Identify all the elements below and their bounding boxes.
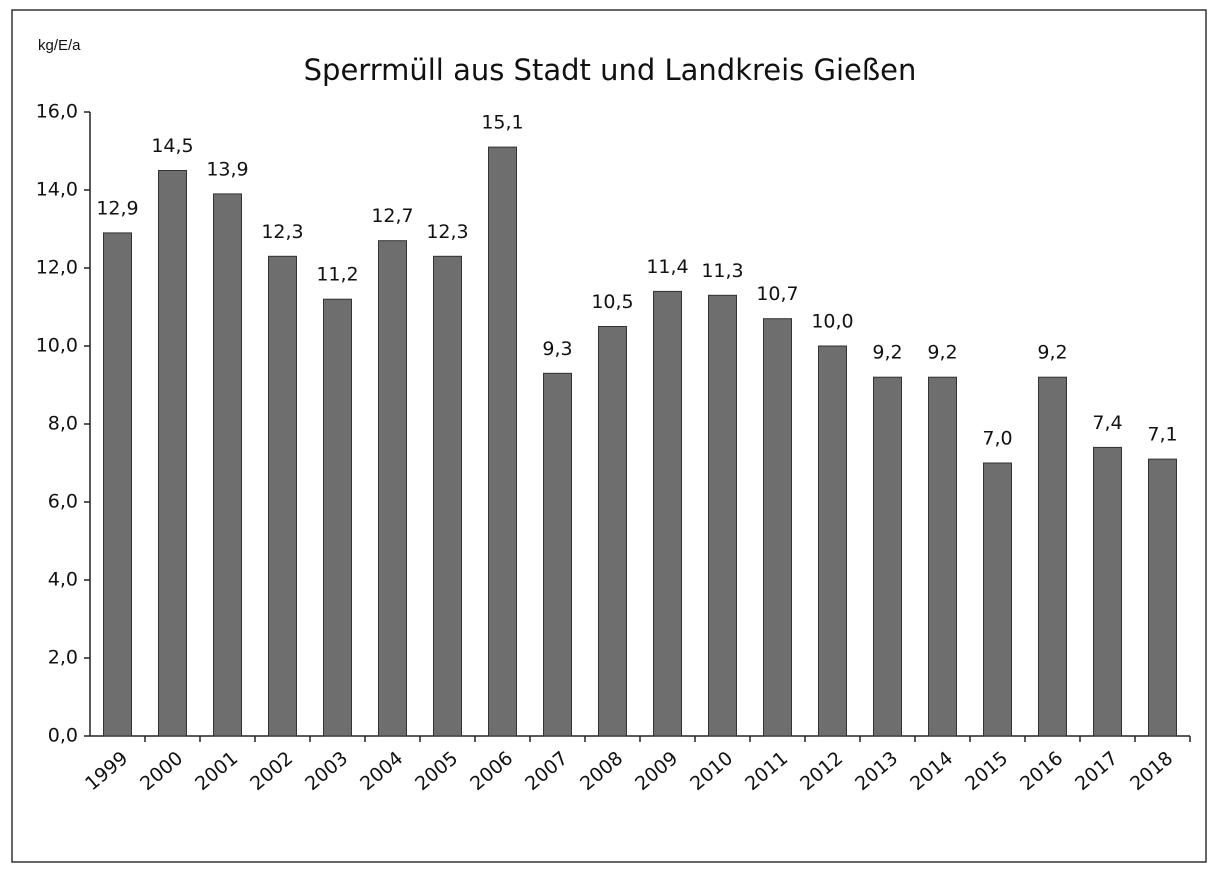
- y-tick-label: 4,0: [48, 569, 78, 591]
- bar: [598, 326, 627, 737]
- bar: [1038, 376, 1067, 737]
- bar: [268, 255, 297, 737]
- value-label: 11,3: [701, 260, 743, 282]
- bar: [213, 193, 242, 737]
- y-tick-label: 2,0: [48, 647, 78, 669]
- y-tick-label: 6,0: [48, 491, 78, 513]
- y-tick-label: 0,0: [48, 725, 78, 747]
- value-label: 7,0: [982, 428, 1012, 450]
- bar: [818, 345, 847, 737]
- bar: [1148, 458, 1177, 737]
- value-label: 12,3: [426, 221, 468, 243]
- value-label: 12,9: [96, 197, 138, 219]
- bar: [763, 318, 792, 737]
- chart-title: Sperrmüll aus Stadt und Landkreis Gießen: [304, 53, 917, 87]
- y-tick-label: 14,0: [36, 179, 78, 201]
- bar: [323, 298, 352, 737]
- value-label: 10,7: [756, 283, 798, 305]
- bar: [983, 462, 1012, 737]
- value-label: 7,1: [1147, 424, 1177, 446]
- value-label: 10,0: [811, 311, 853, 333]
- y-tick-label: 12,0: [36, 257, 78, 279]
- value-label: 10,5: [591, 291, 633, 313]
- bar: [378, 240, 407, 737]
- bar: [1093, 446, 1122, 737]
- y-axis-label: kg/E/a: [38, 37, 81, 54]
- y-tick-label: 8,0: [48, 413, 78, 435]
- bar: [543, 372, 572, 737]
- value-label: 9,2: [1037, 342, 1067, 364]
- value-label: 12,3: [261, 221, 303, 243]
- value-label: 9,2: [872, 342, 902, 364]
- value-label: 12,7: [371, 205, 413, 227]
- value-label: 11,2: [316, 264, 358, 286]
- bar: [433, 255, 462, 737]
- y-tick-label: 10,0: [36, 335, 78, 357]
- bar: [653, 290, 682, 737]
- bar: [158, 170, 187, 737]
- value-label: 7,4: [1092, 412, 1122, 434]
- bar: [488, 146, 517, 737]
- value-label: 14,5: [151, 135, 193, 157]
- value-label: 9,2: [927, 342, 957, 364]
- value-label: 15,1: [481, 112, 523, 134]
- y-tick-label: 16,0: [36, 101, 78, 123]
- bar: [873, 376, 902, 737]
- value-label: 13,9: [206, 158, 248, 180]
- value-label: 9,3: [542, 338, 572, 360]
- value-label: 11,4: [646, 256, 688, 278]
- bar: [928, 376, 957, 737]
- bar: [103, 232, 132, 737]
- bar: [708, 294, 737, 737]
